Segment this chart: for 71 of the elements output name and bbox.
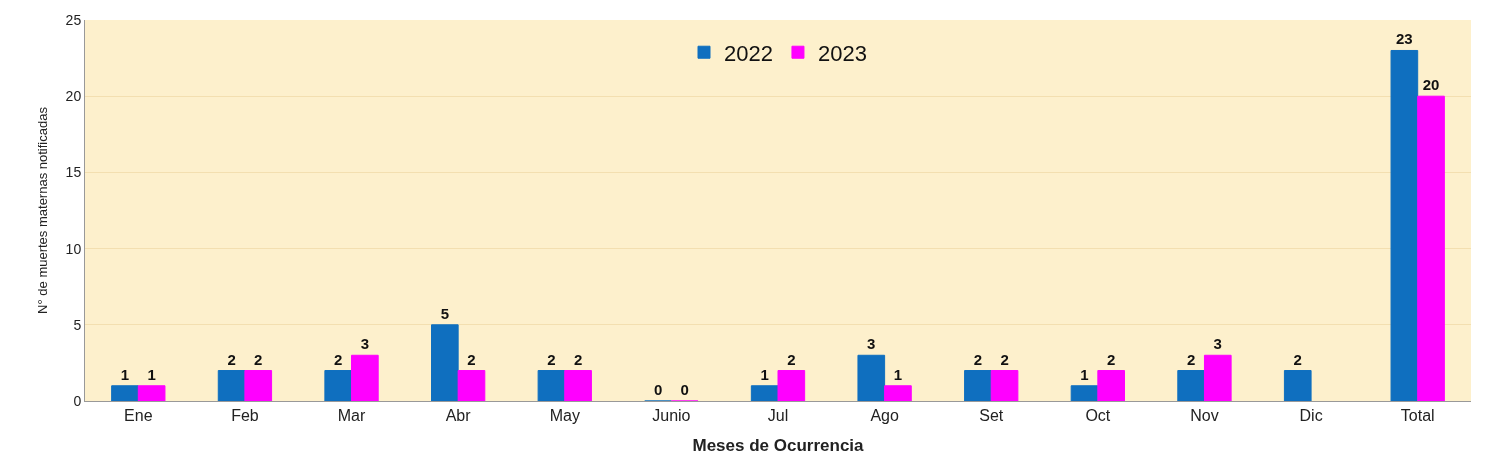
data-label: 2: [227, 350, 236, 368]
x-tick-label: Oct: [1085, 407, 1111, 425]
data-label: 2: [573, 350, 583, 368]
bar: [1070, 385, 1099, 401]
bar: [990, 370, 1019, 401]
y-tick-label: 20: [65, 88, 82, 105]
y-tick-label: 25: [65, 11, 82, 28]
bar: [351, 354, 379, 401]
bar: [1283, 370, 1312, 401]
y-axis-title: N° de muertes maternas notificadas: [34, 106, 50, 314]
data-label: 23: [1396, 30, 1413, 48]
bar: [1097, 370, 1125, 401]
bar: [537, 370, 566, 401]
data-label: 1: [147, 365, 156, 383]
data-label: 2: [467, 350, 476, 368]
data-label: 5: [440, 304, 449, 322]
bar: [1390, 49, 1419, 401]
x-tick-label: Set: [979, 407, 1004, 425]
data-label: 1: [893, 365, 903, 383]
x-tick-label: Nov: [1190, 407, 1219, 425]
bar: [1177, 370, 1205, 401]
data-label: 2: [973, 350, 983, 368]
bar: [111, 385, 139, 401]
bar: [750, 385, 779, 401]
y-tick-label: 15: [65, 164, 82, 181]
bar: [857, 354, 886, 401]
bar: [457, 370, 486, 401]
y-tick-label: 0: [73, 392, 82, 409]
data-label: 2: [1107, 350, 1116, 368]
bar: [564, 370, 592, 401]
data-label: 3: [360, 335, 370, 353]
x-tick-label: Ene: [124, 407, 153, 425]
data-label: 2: [334, 350, 343, 368]
bar: [964, 370, 992, 401]
legend-label: 2022: [724, 40, 773, 66]
data-label: 2: [1186, 350, 1196, 368]
x-tick-label: Total: [1400, 407, 1435, 425]
x-tick-label: Jul: [767, 407, 789, 425]
x-tick-label: Abr: [445, 407, 472, 425]
x-tick-label: Feb: [231, 407, 259, 425]
x-tick-label: May: [549, 407, 580, 425]
legend-label: 2023: [817, 40, 867, 66]
x-tick-label: Junio: [652, 407, 691, 425]
bar: [1417, 95, 1445, 401]
data-label: 2: [547, 350, 556, 368]
x-tick-label: Dic: [1299, 407, 1323, 425]
y-tick-label: 10: [65, 240, 82, 257]
data-label: 1: [760, 365, 769, 383]
bar: [777, 370, 806, 401]
data-label: 2: [787, 350, 796, 368]
data-label: 2: [254, 350, 263, 368]
bar: [884, 385, 912, 401]
data-label: 1: [120, 365, 130, 383]
x-axis-title: Meses de Ocurrencia: [692, 435, 865, 455]
data-label: 20: [1422, 76, 1440, 94]
x-tick-label: Mar: [337, 407, 366, 425]
data-label: 2: [1000, 350, 1009, 368]
data-label: 2: [1293, 350, 1302, 368]
data-label: 3: [867, 335, 876, 353]
bar: [431, 324, 459, 401]
bar: [217, 370, 246, 401]
bar: [1203, 354, 1232, 401]
bar: [244, 370, 273, 401]
bar: [324, 370, 353, 401]
data-label: 0: [680, 381, 689, 398]
x-tick-label: Ago: [870, 407, 899, 425]
data-label: 0: [653, 381, 663, 398]
y-tick-label: 5: [73, 316, 82, 333]
bar: [137, 385, 166, 401]
data-label: 3: [1213, 335, 1222, 353]
data-label: 1: [1080, 365, 1089, 383]
